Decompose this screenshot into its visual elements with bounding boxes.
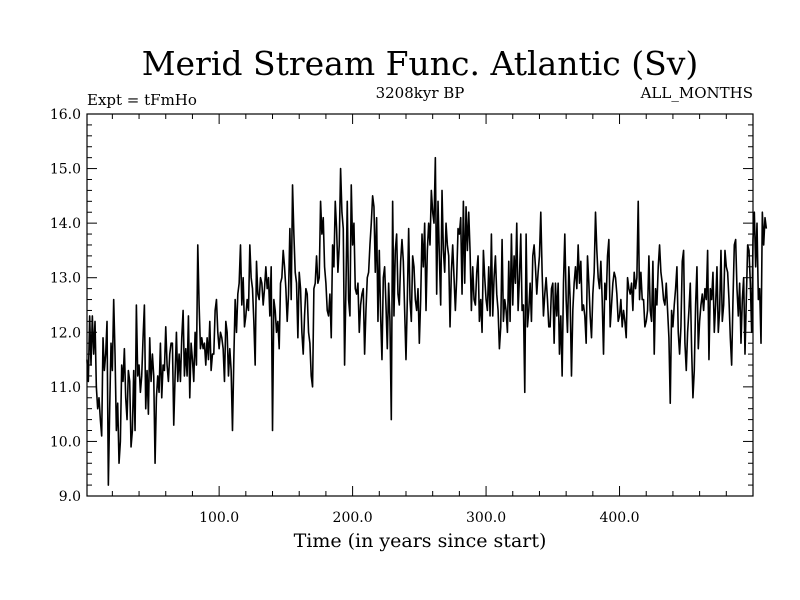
- period-label: 3208kyr BP: [376, 84, 465, 102]
- x-tick-label: 400.0: [599, 510, 639, 526]
- y-tick-label: 16.0: [50, 107, 81, 123]
- y-tick-label: 9.0: [59, 489, 81, 505]
- experiment-label: Expt = tFmHo: [87, 91, 197, 109]
- y-tick-label: 11.0: [50, 380, 81, 396]
- plot-frame: [86, 113, 754, 497]
- chart-title: Merid Stream Func. Atlantic (Sv): [142, 44, 699, 83]
- y-tick-label: 14.0: [50, 216, 81, 232]
- y-tick-label: 15.0: [50, 162, 81, 178]
- axis-tick-labels: 9.0 10.0 11.0 12.0 13.0 14.0 15.0 16.0 100.0 200.…: [50, 107, 640, 526]
- y-tick-label: 10.0: [50, 434, 81, 450]
- months-label: ALL_MONTHS: [640, 84, 753, 102]
- x-tick-label: 300.0: [466, 510, 506, 526]
- x-tick-label: 200.0: [333, 510, 373, 526]
- x-tick-label: 100.0: [199, 510, 239, 526]
- x-axis-label: Time (in years since start): [294, 530, 547, 552]
- y-tick-label: 12.0: [50, 325, 81, 341]
- series-line: [86, 156, 768, 486]
- y-tick-label: 13.0: [50, 271, 81, 287]
